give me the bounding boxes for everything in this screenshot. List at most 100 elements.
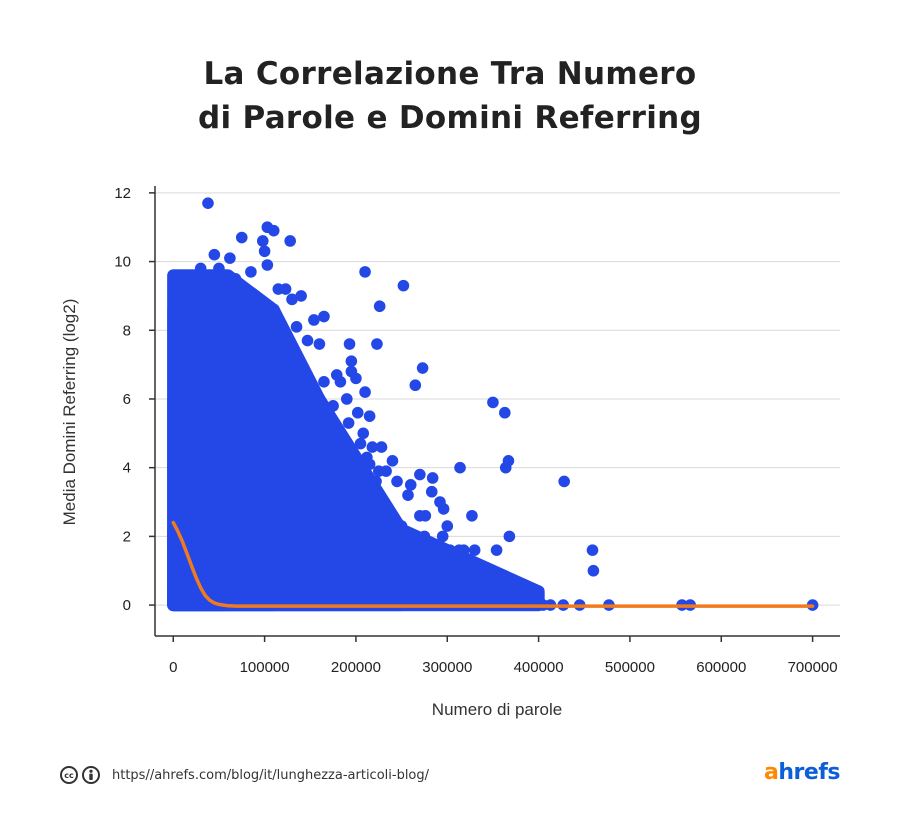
data-point [453, 564, 465, 577]
data-point [345, 355, 358, 367]
data-point [380, 520, 392, 532]
data-point [466, 509, 478, 522]
source-url[interactable]: https//ahrefs.com/blog/it/lunghezza-arti… [112, 767, 430, 783]
data-point [185, 300, 198, 313]
y-tick-label: 8 [123, 322, 131, 339]
logo-letters-rest: hrefs [778, 760, 840, 785]
data-point [341, 393, 353, 405]
x-axis-label: Numero di parole [432, 700, 562, 719]
data-point [454, 461, 466, 474]
data-point [366, 441, 379, 453]
data-point [351, 406, 364, 419]
data-points [170, 197, 819, 611]
data-point [242, 293, 254, 306]
data-point [409, 379, 422, 392]
scatter-plot: 0 2 4 6 8 10 12 0 100000 200000 300000 400000 500000… [60, 185, 840, 719]
chart-title-line-1: La Correlazione Tra Numero [203, 56, 697, 92]
data-point [363, 410, 376, 422]
x-tick-label: 600000 [696, 659, 746, 676]
data-point [224, 252, 236, 264]
y-tick-label: 2 [123, 528, 131, 545]
data-point [284, 235, 296, 247]
data-point [318, 578, 330, 591]
x-tick-label: 500000 [605, 659, 655, 676]
x-tick-label: 400000 [514, 659, 564, 676]
data-point [391, 475, 403, 488]
data-point [437, 503, 450, 515]
data-point [318, 310, 330, 323]
data-point [313, 338, 326, 350]
data-point [267, 224, 280, 237]
data-point [423, 564, 435, 577]
data-point [372, 465, 385, 477]
data-point [502, 455, 515, 467]
data-point [213, 262, 225, 275]
data-point [395, 520, 408, 532]
data-point [404, 479, 417, 491]
footer: cc https//ahrefs.com/blog/it/lunghezza-a… [60, 764, 429, 786]
data-point [359, 386, 371, 398]
data-point [286, 293, 298, 306]
data-point [256, 235, 269, 247]
x-tick-label: 700000 [788, 659, 838, 676]
y-tick-label: 4 [123, 460, 131, 477]
y-tick-label: 6 [123, 391, 131, 408]
data-point [350, 372, 362, 385]
axes: 0 2 4 6 8 10 12 0 100000 200000 300000 400000 500000… [114, 185, 840, 676]
data-point [406, 530, 419, 543]
data-point [354, 437, 367, 450]
data-point [558, 475, 570, 488]
data-point [436, 530, 449, 543]
chart-title-line-2: di Parole e Domini Referring [198, 100, 702, 136]
attribution-icon [82, 766, 100, 784]
data-point [587, 564, 600, 577]
data-point [441, 520, 454, 532]
trend-line [171, 520, 815, 608]
data-point [418, 530, 431, 543]
data-point [414, 564, 426, 577]
data-point [208, 248, 221, 261]
data-point [416, 362, 429, 374]
data-point [468, 544, 481, 556]
data-point [393, 544, 406, 556]
trend-line-group [171, 520, 815, 608]
data-point [245, 266, 257, 278]
data-point [426, 472, 439, 484]
data-point [375, 441, 388, 453]
data-point [487, 396, 499, 409]
x-tick-label: 300000 [422, 659, 472, 676]
data-point [402, 489, 414, 501]
x-tick-label: 200000 [331, 659, 381, 676]
data-point [371, 338, 383, 350]
data-point [295, 290, 307, 302]
data-point [586, 544, 599, 556]
data-point [432, 564, 444, 577]
ahrefs-logo[interactable]: ahrefs [764, 760, 840, 785]
data-point [229, 272, 242, 285]
data-point [419, 509, 432, 522]
data-point [414, 468, 426, 481]
y-axis-label: Media Domini Referring (log2) [60, 299, 79, 526]
data-point [499, 406, 511, 419]
data-point [362, 578, 374, 591]
data-point [258, 245, 271, 258]
data-point [363, 458, 376, 471]
data-point [342, 417, 355, 429]
data-point [194, 262, 207, 275]
chart-title: La Correlazione Tra Numero di Parole e D… [0, 52, 900, 140]
data-point [391, 564, 403, 577]
data-point [261, 259, 274, 271]
data-point [337, 430, 349, 443]
data-point [272, 283, 285, 295]
data-point [334, 376, 347, 388]
data-point [373, 300, 386, 313]
x-tick-label: 0 [169, 659, 177, 676]
y-tick-label: 12 [114, 185, 131, 202]
data-point [457, 544, 470, 556]
data-point [170, 303, 182, 316]
y-tick-label: 10 [114, 254, 131, 271]
data-point [490, 544, 503, 556]
logo-letter-a: a [764, 760, 779, 785]
data-point [425, 485, 438, 498]
data-point [301, 334, 314, 347]
